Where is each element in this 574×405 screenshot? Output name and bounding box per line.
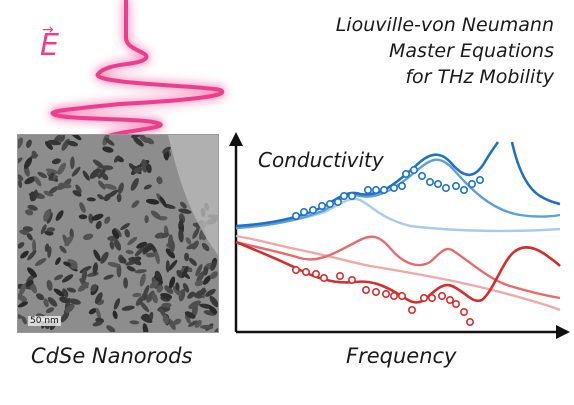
right-arrow-icon	[556, 325, 570, 339]
x-axis-label: Frequency	[346, 344, 456, 368]
blue-data-point	[443, 185, 449, 191]
red-data-point	[337, 273, 343, 279]
blue-data-point	[399, 183, 405, 189]
red-data-point	[293, 267, 299, 273]
blue-data-point	[427, 179, 433, 185]
red-dark-curve	[236, 242, 560, 302]
blue-data-point	[301, 209, 307, 215]
x-axis	[236, 325, 570, 339]
red-data-point	[313, 271, 319, 277]
red-data-point	[383, 291, 389, 297]
blue-data-point	[327, 201, 333, 207]
blue-data-point	[403, 171, 409, 177]
blue-data-point	[293, 213, 299, 219]
red-data-point	[303, 269, 309, 275]
red-data-point	[373, 289, 379, 295]
blue-data-point	[435, 181, 441, 187]
blue-data-point	[365, 187, 371, 193]
blue-data-point	[381, 187, 387, 193]
blue-data-point	[373, 187, 379, 193]
blue-light-curve	[236, 199, 560, 231]
blue-dark-curve-right	[512, 142, 560, 204]
red-data-point	[467, 319, 473, 325]
up-arrow-icon	[229, 132, 243, 146]
red-data-point	[421, 295, 427, 301]
red-data-point	[349, 277, 355, 283]
blue-data-point	[411, 167, 417, 173]
red-data-point	[461, 309, 467, 315]
red-light-curve	[236, 236, 560, 310]
red-data-points	[293, 267, 473, 325]
red-data-point	[447, 297, 453, 303]
blue-data-point	[341, 193, 347, 199]
blue-data-point	[349, 193, 355, 199]
blue-data-point	[391, 185, 397, 191]
red-data-point	[409, 307, 415, 313]
conductivity-label: Conductivity	[258, 148, 384, 172]
red-data-point	[321, 275, 327, 281]
blue-data-point	[310, 207, 316, 213]
red-data-point	[439, 293, 445, 299]
red-data-point	[399, 293, 405, 299]
red-data-point	[391, 293, 397, 299]
red-data-point	[363, 287, 369, 293]
blue-data-point	[461, 187, 467, 193]
blue-data-point	[319, 203, 325, 209]
blue-data-point	[453, 183, 459, 189]
blue-data-point	[419, 173, 425, 179]
red-data-point	[429, 295, 435, 301]
blue-data-point	[477, 177, 483, 183]
blue-data-point	[335, 199, 341, 205]
y-axis	[229, 132, 243, 332]
blue-data-point	[469, 181, 475, 187]
red-data-point	[453, 301, 459, 307]
